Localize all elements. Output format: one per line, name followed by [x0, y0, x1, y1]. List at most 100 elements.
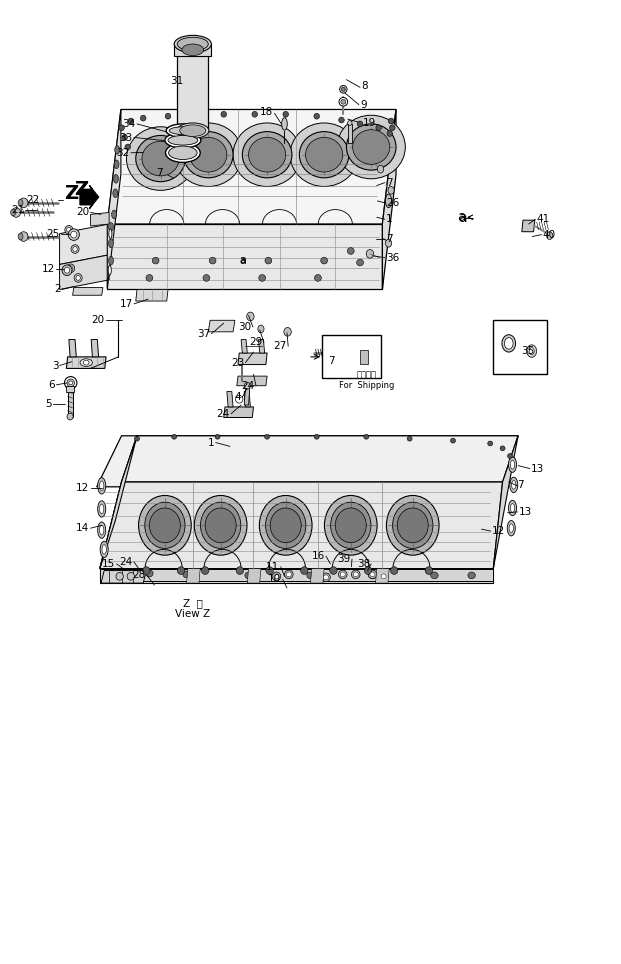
Ellipse shape [353, 572, 358, 576]
Ellipse shape [322, 573, 330, 581]
Ellipse shape [235, 395, 243, 403]
Text: 22: 22 [26, 195, 39, 205]
Text: 38: 38 [356, 559, 370, 569]
Ellipse shape [138, 495, 191, 555]
Ellipse shape [386, 239, 392, 247]
Text: 21: 21 [11, 204, 24, 215]
Ellipse shape [119, 125, 124, 131]
Ellipse shape [487, 442, 492, 446]
Text: Z: Z [74, 180, 88, 199]
Ellipse shape [330, 502, 371, 549]
Ellipse shape [109, 228, 112, 238]
Ellipse shape [388, 186, 394, 194]
Ellipse shape [176, 123, 209, 139]
Polygon shape [60, 224, 109, 264]
Ellipse shape [347, 124, 396, 170]
Ellipse shape [18, 200, 23, 206]
Ellipse shape [306, 138, 343, 172]
Text: 7: 7 [517, 480, 524, 490]
Ellipse shape [290, 123, 358, 186]
Ellipse shape [260, 495, 312, 555]
Ellipse shape [284, 328, 291, 336]
Ellipse shape [19, 231, 28, 241]
Text: 23: 23 [231, 358, 244, 367]
Text: 27: 27 [274, 341, 287, 351]
Text: View Z: View Z [175, 609, 211, 619]
Ellipse shape [510, 477, 518, 493]
Ellipse shape [109, 223, 114, 231]
Polygon shape [107, 110, 396, 224]
Ellipse shape [203, 275, 210, 281]
Polygon shape [522, 220, 535, 231]
Ellipse shape [80, 359, 93, 366]
Polygon shape [174, 44, 211, 56]
Polygon shape [100, 482, 502, 569]
Ellipse shape [509, 523, 514, 532]
Text: 12: 12 [42, 264, 55, 275]
Text: 20: 20 [76, 207, 89, 218]
Ellipse shape [266, 502, 306, 549]
Polygon shape [247, 569, 261, 583]
Ellipse shape [509, 457, 517, 472]
Text: 40: 40 [543, 229, 556, 240]
Ellipse shape [99, 525, 104, 535]
Polygon shape [208, 320, 235, 332]
Ellipse shape [169, 147, 197, 159]
Ellipse shape [270, 508, 301, 543]
Text: 31: 31 [170, 75, 183, 86]
Ellipse shape [66, 228, 71, 232]
Text: 19: 19 [363, 118, 376, 128]
Ellipse shape [320, 257, 327, 264]
Text: 36: 36 [386, 253, 399, 263]
Ellipse shape [431, 572, 438, 578]
Ellipse shape [116, 573, 124, 580]
Ellipse shape [152, 257, 159, 264]
Text: 37: 37 [197, 329, 210, 338]
Text: 39: 39 [338, 554, 351, 564]
Text: 7: 7 [328, 356, 335, 365]
Ellipse shape [166, 144, 200, 162]
Bar [322, 335, 381, 378]
Ellipse shape [18, 233, 23, 240]
Polygon shape [68, 388, 73, 416]
Ellipse shape [338, 570, 347, 578]
Ellipse shape [165, 133, 201, 147]
Polygon shape [136, 289, 168, 301]
Ellipse shape [347, 248, 354, 254]
Ellipse shape [510, 503, 515, 512]
Text: For  Shipping: For Shipping [339, 381, 394, 390]
Ellipse shape [370, 572, 375, 576]
Ellipse shape [168, 136, 197, 146]
Polygon shape [122, 436, 518, 482]
Ellipse shape [135, 437, 140, 442]
Bar [493, 320, 546, 374]
Ellipse shape [127, 127, 194, 190]
Ellipse shape [252, 112, 258, 118]
Polygon shape [91, 339, 99, 357]
Polygon shape [101, 571, 147, 583]
Polygon shape [348, 124, 352, 144]
Polygon shape [100, 569, 493, 583]
Text: 41: 41 [537, 214, 550, 225]
Ellipse shape [272, 572, 281, 580]
Ellipse shape [342, 88, 345, 92]
Text: 24: 24 [119, 557, 133, 567]
Ellipse shape [108, 265, 111, 275]
Ellipse shape [19, 198, 28, 207]
Ellipse shape [113, 189, 118, 198]
Ellipse shape [174, 123, 242, 186]
Ellipse shape [248, 138, 286, 172]
Ellipse shape [179, 125, 206, 137]
Ellipse shape [143, 567, 150, 575]
Text: a: a [239, 254, 246, 265]
Ellipse shape [97, 522, 106, 538]
Polygon shape [186, 569, 200, 583]
Ellipse shape [99, 481, 104, 491]
Text: 28: 28 [132, 571, 146, 580]
Ellipse shape [379, 572, 388, 580]
Text: a: a [239, 255, 246, 266]
Ellipse shape [258, 325, 264, 333]
Ellipse shape [183, 571, 190, 577]
Ellipse shape [142, 142, 179, 175]
Ellipse shape [314, 275, 321, 281]
